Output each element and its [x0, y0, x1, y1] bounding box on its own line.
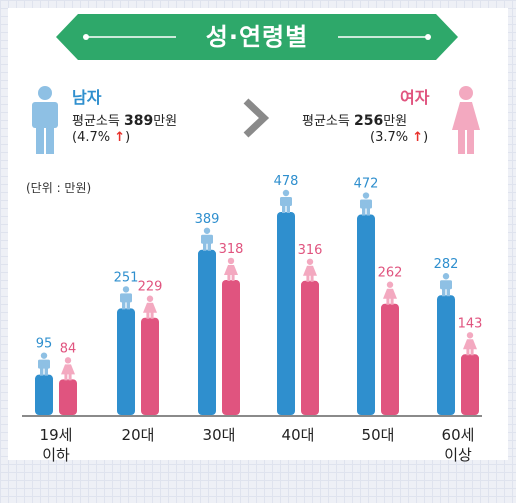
female-summary: 여자 평균소득 256만원 (3.7% ↑)	[272, 84, 498, 164]
male-change-close: )	[125, 130, 131, 145]
male-value-label-4: 472	[354, 177, 379, 192]
title-banner: 성·연령별	[56, 14, 458, 60]
male-label: 남자	[72, 88, 102, 107]
female-bar-3	[301, 280, 319, 415]
female-person-icon	[383, 281, 397, 305]
x-tick-label-5: 60세 이상	[441, 426, 475, 464]
male-summary: 남자 평균소득 389만원 (4.7% ↑)	[30, 84, 250, 164]
female-bar-2	[222, 279, 240, 415]
male-value-label-0: 95	[36, 337, 53, 352]
male-value-label-1: 251	[114, 270, 139, 285]
banner-shape	[56, 14, 458, 60]
male-change: (4.7% ↑)	[72, 130, 130, 145]
female-value-label-5: 143	[458, 316, 483, 331]
infographic-panel	[8, 8, 508, 460]
female-change-value: (3.7%	[370, 130, 409, 145]
male-person-icon	[32, 86, 58, 154]
x-tick-label-4: 50대	[361, 426, 395, 444]
female-income-unit: 만원	[383, 114, 408, 129]
female-income-label: 평균소득	[302, 114, 350, 129]
female-change-close: )	[423, 130, 429, 145]
x-tick-label-1: 20대	[121, 426, 155, 444]
male-person-icon	[360, 192, 372, 216]
male-value-label-3: 478	[274, 174, 299, 189]
female-value-label-2: 318	[219, 242, 244, 257]
up-arrow-icon: ↑	[412, 130, 424, 145]
female-bar-1	[141, 317, 159, 415]
female-bar-4	[381, 303, 399, 415]
male-income-unit: 만원	[153, 114, 178, 129]
male-income-label: 평균소득	[72, 114, 120, 129]
male-bar-4	[357, 214, 375, 415]
x-tick-label-2: 30대	[202, 426, 236, 444]
male-change-value: (4.7%	[72, 130, 111, 145]
female-income-value: 256	[353, 113, 384, 129]
male-bar-1	[117, 308, 135, 415]
male-bar-5	[437, 295, 455, 415]
female-person-icon	[143, 295, 157, 319]
female-person-icon	[61, 357, 75, 381]
greater-than-icon	[243, 98, 270, 138]
female-bar-5	[461, 354, 479, 415]
male-person-icon	[440, 273, 452, 297]
female-value-label-1: 229	[138, 280, 163, 295]
female-income: 평균소득 256만원	[302, 110, 407, 129]
banner-title: 성·연령별	[205, 23, 309, 51]
x-tick-label-3: 40대	[281, 426, 315, 444]
male-person-icon	[120, 286, 132, 310]
male-person-icon	[38, 352, 50, 376]
unit-label: (단위 : 만원)	[26, 181, 92, 195]
x-tick-label-0: 19세 이하	[39, 426, 73, 464]
male-person-icon	[280, 189, 292, 213]
female-label: 여자	[400, 88, 430, 107]
male-income: 평균소득 389만원	[72, 110, 177, 129]
male-bar-3	[277, 212, 295, 415]
female-value-label-3: 316	[298, 243, 323, 258]
male-bar-2	[198, 249, 216, 415]
female-person-icon	[463, 332, 477, 356]
female-bar-0	[59, 379, 77, 415]
male-bar-0	[35, 374, 53, 415]
female-person-icon	[452, 86, 480, 154]
female-value-label-0: 84	[60, 341, 77, 356]
x-axis-baseline	[22, 415, 482, 417]
female-person-icon	[224, 257, 238, 281]
male-value-label-2: 389	[195, 212, 220, 227]
female-value-label-4: 262	[378, 266, 403, 281]
male-value-label-5: 282	[434, 257, 459, 272]
up-arrow-icon: ↑	[114, 130, 126, 145]
female-person-icon	[303, 258, 317, 282]
male-person-icon	[201, 227, 213, 251]
female-change: (3.7% ↑)	[370, 130, 428, 145]
male-income-value: 389	[123, 113, 154, 129]
